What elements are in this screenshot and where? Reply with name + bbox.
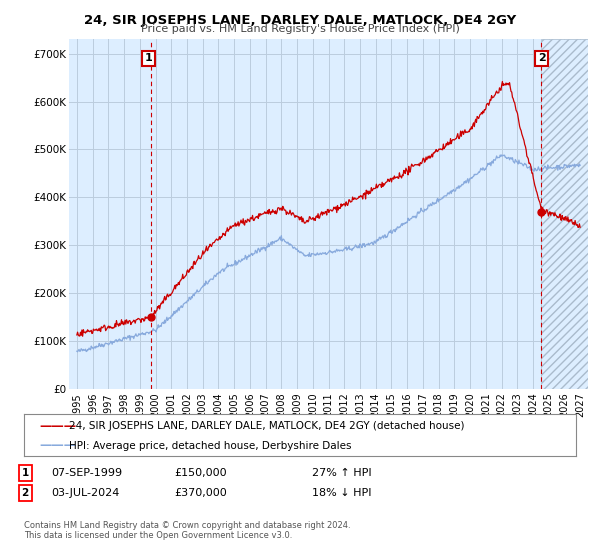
Bar bbox=[541, 39, 588, 389]
Text: 2: 2 bbox=[22, 488, 29, 498]
Text: 1: 1 bbox=[145, 53, 152, 63]
Text: HPI: Average price, detached house, Derbyshire Dales: HPI: Average price, detached house, Derb… bbox=[69, 441, 352, 451]
Text: 24, SIR JOSEPHS LANE, DARLEY DALE, MATLOCK, DE4 2GY (detached house): 24, SIR JOSEPHS LANE, DARLEY DALE, MATLO… bbox=[69, 421, 464, 431]
Text: 18% ↓ HPI: 18% ↓ HPI bbox=[312, 488, 371, 498]
Text: 2: 2 bbox=[538, 53, 545, 63]
Text: £150,000: £150,000 bbox=[174, 468, 227, 478]
Text: 27% ↑ HPI: 27% ↑ HPI bbox=[312, 468, 371, 478]
Text: 07-SEP-1999: 07-SEP-1999 bbox=[51, 468, 122, 478]
Text: Price paid vs. HM Land Registry's House Price Index (HPI): Price paid vs. HM Land Registry's House … bbox=[140, 24, 460, 34]
Text: Contains HM Land Registry data © Crown copyright and database right 2024.
This d: Contains HM Land Registry data © Crown c… bbox=[24, 521, 350, 540]
Text: ———: ——— bbox=[39, 440, 76, 452]
Text: 1: 1 bbox=[22, 468, 29, 478]
Text: 24, SIR JOSEPHS LANE, DARLEY DALE, MATLOCK, DE4 2GY: 24, SIR JOSEPHS LANE, DARLEY DALE, MATLO… bbox=[84, 14, 516, 27]
Text: 03-JUL-2024: 03-JUL-2024 bbox=[51, 488, 119, 498]
Text: ———: ——— bbox=[39, 419, 76, 433]
Text: £370,000: £370,000 bbox=[174, 488, 227, 498]
